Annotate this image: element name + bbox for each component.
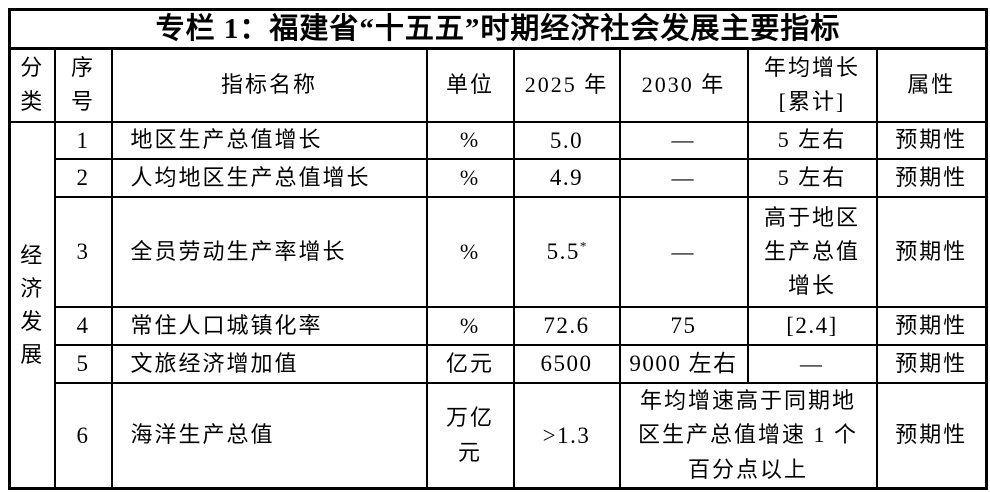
cell-indicator-name: 地区生产总值增长 xyxy=(110,120,428,161)
cell-attribute: 预期性 xyxy=(875,306,988,347)
header-indicator-name: 指标名称 xyxy=(110,47,428,123)
table-row: 2 人均地区生产总值增长 % 4.9 — 5 左右 预期性 xyxy=(10,158,988,199)
header-2025: 2025 年 xyxy=(512,47,621,123)
cell-indicator-name: 常住人口城镇化率 xyxy=(110,306,428,347)
header-unit: 单位 xyxy=(425,47,515,123)
cell-2030-value: 9000 左右 xyxy=(618,344,749,384)
cell-unit: % xyxy=(425,196,515,309)
table-row: 6 海洋生产总值 万亿 元 >1.3 年均增速高于同期地 区生产总值增速 1 个… xyxy=(10,381,988,490)
table-row: 5 文旅经济增加值 亿元 6500 9000 左右 — 预期性 xyxy=(10,344,988,384)
cell-unit: % xyxy=(425,120,515,161)
header-category: 分 类 xyxy=(8,47,56,123)
cell-attribute: 预期性 xyxy=(875,120,988,161)
cell-attribute: 预期性 xyxy=(875,158,988,199)
cell-2025-value: >1.3 xyxy=(512,381,621,490)
cell-serial: 3 xyxy=(53,196,113,309)
cell-serial: 6 xyxy=(53,381,113,490)
cell-growth-value: 高于地区 生产总值 增长 xyxy=(746,196,878,309)
cell-unit: % xyxy=(425,158,515,199)
table-title: 专栏 1：福建省“十五五”时期经济社会发展主要指标 xyxy=(8,8,988,50)
cell-serial: 4 xyxy=(53,306,113,347)
cell-serial: 5 xyxy=(53,344,113,384)
cell-indicator-name: 全员劳动生产率增长 xyxy=(110,196,428,309)
cell-growth-value: 5 左右 xyxy=(746,120,878,161)
cell-growth-value: [2.4] xyxy=(746,306,878,347)
table-row: 3 全员劳动生产率增长 % 5.5* — 高于地区 生产总值 增长 预期性 xyxy=(10,196,988,309)
cell-attribute: 预期性 xyxy=(875,381,988,490)
cell-indicator-name: 人均地区生产总值增长 xyxy=(110,158,428,199)
header-2030: 2030 年 xyxy=(618,47,749,123)
cell-unit: 亿元 xyxy=(425,344,515,384)
cell-attribute: 预期性 xyxy=(875,344,988,384)
cell-indicator-name: 海洋生产总值 xyxy=(110,381,428,490)
header-row: 分 类 序 号 指标名称 单位 2025 年 2030 年 年均增长 [累计] … xyxy=(8,47,988,123)
cell-2030-value: — xyxy=(618,120,749,161)
cell-2025-value: 4.9 xyxy=(512,158,621,199)
cell-2030-value: 75 xyxy=(618,306,749,347)
cell-2030-value: — xyxy=(618,196,749,309)
asterisk-footnote-marker: * xyxy=(579,238,587,254)
table-row: 4 常住人口城镇化率 % 72.6 75 [2.4] 预期性 xyxy=(10,306,988,347)
table-row: 经 济 发 展 1 地区生产总值增长 % 5.0 — 5 左右 预期性 xyxy=(8,120,988,490)
cell-2030-growth-merged: 年均增速高于同期地 区生产总值增速 1 个 百分点以上 xyxy=(618,381,878,490)
header-annual-growth: 年均增长 [累计] xyxy=(746,47,878,123)
cell-2025-value: 6500 xyxy=(512,344,621,384)
header-attribute: 属性 xyxy=(875,47,988,123)
category-cell-economic-development: 经 济 发 展 xyxy=(8,120,56,490)
cell-growth-value: — xyxy=(746,344,878,384)
title-row: 专栏 1：福建省“十五五”时期经济社会发展主要指标 xyxy=(8,8,988,50)
cell-serial: 2 xyxy=(53,158,113,199)
value-2025: 5.5 xyxy=(546,239,580,265)
cell-attribute: 预期性 xyxy=(875,196,988,309)
cell-unit: 万亿 元 xyxy=(425,381,515,490)
cell-growth-value: 5 左右 xyxy=(746,158,878,199)
cell-2025-value: 5.5* xyxy=(512,196,621,309)
cell-serial: 1 xyxy=(53,120,113,161)
cell-unit: % xyxy=(425,306,515,347)
cell-2030-value: — xyxy=(618,158,749,199)
header-serial: 序 号 xyxy=(53,47,113,123)
cell-2025-value: 72.6 xyxy=(512,306,621,347)
indicators-table: 专栏 1：福建省“十五五”时期经济社会发展主要指标 分 类 序 号 指标名称 单… xyxy=(8,8,989,491)
cell-2025-value: 5.0 xyxy=(512,120,621,161)
cell-indicator-name: 文旅经济增加值 xyxy=(110,344,428,384)
